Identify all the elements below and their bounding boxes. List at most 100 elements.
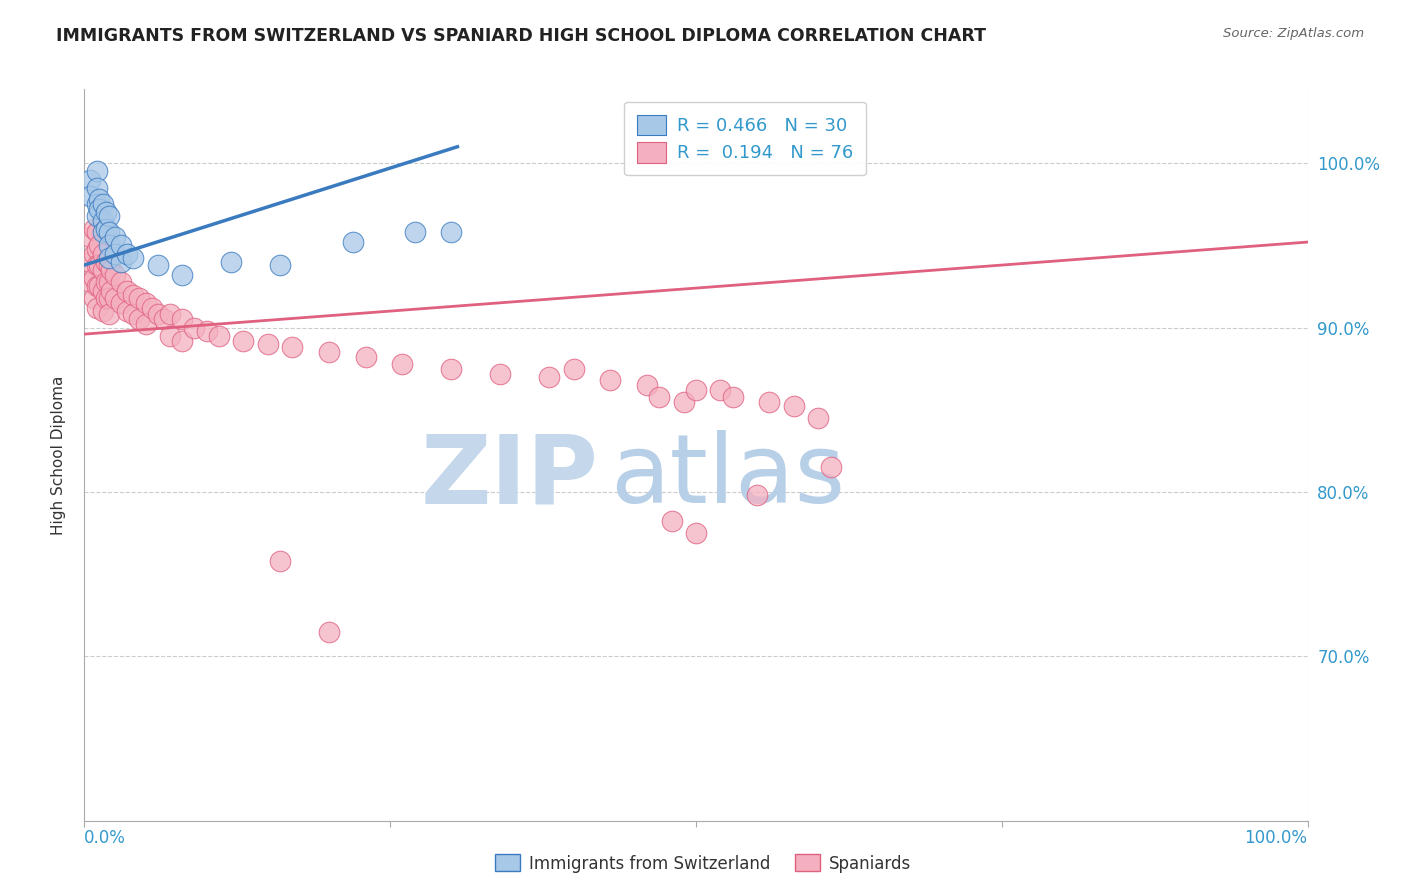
Text: ZIP: ZIP	[420, 430, 598, 524]
Point	[115, 304, 138, 318]
Point	[172, 334, 194, 348]
Point	[87, 279, 110, 293]
Point	[709, 383, 731, 397]
Point	[257, 337, 280, 351]
Point	[318, 345, 340, 359]
Point	[83, 291, 105, 305]
Point	[269, 554, 291, 568]
Point	[91, 263, 114, 277]
Point	[115, 285, 138, 299]
Point	[122, 307, 145, 321]
Point	[96, 275, 118, 289]
Point	[110, 296, 132, 310]
Point	[562, 361, 585, 376]
Point	[83, 246, 105, 260]
Point	[489, 367, 512, 381]
Point	[685, 526, 707, 541]
Point	[159, 307, 181, 321]
Point	[97, 291, 120, 305]
Point	[91, 225, 114, 239]
Point	[86, 258, 108, 272]
Point	[104, 291, 127, 305]
Point	[86, 242, 108, 256]
Point	[79, 172, 101, 186]
Point	[820, 460, 842, 475]
Point	[86, 279, 108, 293]
Point	[96, 205, 118, 219]
Point	[404, 225, 426, 239]
Point	[342, 235, 364, 249]
Point	[135, 296, 157, 310]
Text: atlas: atlas	[610, 430, 845, 524]
Point	[128, 312, 150, 326]
Point	[232, 334, 254, 348]
Point	[115, 246, 138, 260]
Point	[599, 373, 621, 387]
Point	[87, 238, 110, 252]
Point	[86, 225, 108, 239]
Point	[91, 246, 114, 260]
Point	[159, 328, 181, 343]
Point	[86, 197, 108, 211]
Point	[83, 271, 105, 285]
Point	[440, 361, 463, 376]
Point	[97, 225, 120, 239]
Point	[146, 307, 169, 321]
Point	[354, 350, 377, 364]
Point	[128, 291, 150, 305]
Point	[807, 411, 830, 425]
Point	[110, 238, 132, 252]
Point	[183, 320, 205, 334]
Point	[104, 230, 127, 244]
Point	[110, 254, 132, 268]
Point	[135, 318, 157, 332]
Point	[87, 192, 110, 206]
Point	[79, 189, 101, 203]
Point	[100, 263, 122, 277]
Point	[122, 287, 145, 301]
Point	[440, 225, 463, 239]
Point	[91, 285, 114, 299]
Y-axis label: High School Diploma: High School Diploma	[51, 376, 66, 534]
Text: 0.0%: 0.0%	[84, 829, 127, 847]
Point	[79, 254, 101, 268]
Point	[79, 275, 101, 289]
Point	[391, 357, 413, 371]
Point	[721, 390, 744, 404]
Point	[86, 209, 108, 223]
Legend: Immigrants from Switzerland, Spaniards: Immigrants from Switzerland, Spaniards	[489, 847, 917, 880]
Point	[195, 324, 218, 338]
Point	[172, 312, 194, 326]
Point	[153, 312, 176, 326]
Text: IMMIGRANTS FROM SWITZERLAND VS SPANIARD HIGH SCHOOL DIPLOMA CORRELATION CHART: IMMIGRANTS FROM SWITZERLAND VS SPANIARD …	[56, 27, 986, 45]
Point	[104, 246, 127, 260]
Point	[83, 222, 105, 236]
Point	[97, 275, 120, 289]
Point	[96, 254, 118, 268]
Point	[91, 304, 114, 318]
Point	[141, 301, 163, 315]
Point	[685, 383, 707, 397]
Text: Source: ZipAtlas.com: Source: ZipAtlas.com	[1223, 27, 1364, 40]
Point	[86, 164, 108, 178]
Point	[636, 378, 658, 392]
Point	[100, 285, 122, 299]
Point	[87, 258, 110, 272]
Point	[91, 197, 114, 211]
Point	[96, 222, 118, 236]
Point	[91, 213, 114, 227]
Point	[86, 301, 108, 315]
Point	[672, 394, 695, 409]
Point	[758, 394, 780, 409]
Point	[79, 230, 101, 244]
Point	[783, 400, 806, 414]
Point	[281, 340, 304, 354]
Point	[661, 515, 683, 529]
Point	[110, 275, 132, 289]
Point	[172, 268, 194, 282]
Point	[146, 258, 169, 272]
Point	[538, 369, 561, 384]
Point	[86, 181, 108, 195]
Point	[97, 238, 120, 252]
Point	[208, 328, 231, 343]
